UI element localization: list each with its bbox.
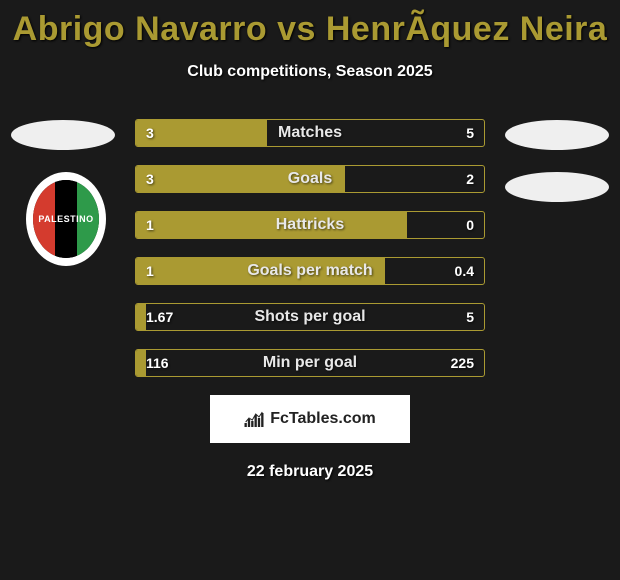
- stat-row-min-per-goal: 116 225Min per goal: [135, 349, 485, 377]
- page-title: Abrigo Navarro vs HenrÃ­quez Neira: [0, 0, 620, 49]
- stat-fill: [136, 166, 345, 192]
- stat-right-value: 2: [466, 171, 474, 187]
- stat-bars: 35Matches32Goals10Hattricks10.4Goals per…: [135, 119, 485, 377]
- stat-fill: [136, 212, 407, 238]
- bar-chart-icon: [244, 411, 264, 427]
- stat-left-value: 3: [146, 171, 154, 187]
- right-avatars: [502, 120, 612, 224]
- branding-text: FcTables.com: [270, 410, 376, 428]
- stat-row-matches: 35Matches: [135, 119, 485, 147]
- stat-fill: [136, 120, 267, 146]
- stat-fill: [136, 304, 146, 330]
- player-avatar-right: [505, 120, 609, 150]
- club-avatar-right: [505, 172, 609, 202]
- stat-left-value: 3: [146, 125, 154, 141]
- stat-fill: [136, 258, 385, 284]
- stat-row-hattricks: 10Hattricks: [135, 211, 485, 239]
- stat-fill: [136, 350, 146, 376]
- player-avatar-left: [11, 120, 115, 150]
- stat-left-value: 1.67: [146, 309, 173, 325]
- stat-left-value: 1: [146, 217, 154, 233]
- stat-right-value: 5: [466, 125, 474, 141]
- stat-label: Shots per goal: [136, 308, 484, 326]
- stat-right-value: 225: [451, 355, 474, 371]
- stat-right-value: 5: [466, 309, 474, 325]
- stat-right-value: 0: [466, 217, 474, 233]
- branding-box: FcTables.com: [210, 395, 410, 443]
- left-avatars: PALESTINO: [8, 120, 118, 266]
- subtitle: Club competitions, Season 2025: [0, 63, 620, 81]
- stat-right-value: 0.4: [455, 263, 474, 279]
- stat-row-shots-per-goal: 1.67 5Shots per goal: [135, 303, 485, 331]
- footer-date: 22 february 2025: [0, 463, 620, 481]
- stat-row-goals: 32Goals: [135, 165, 485, 193]
- stat-left-value: 116: [146, 355, 169, 371]
- club-label: PALESTINO: [38, 214, 93, 224]
- stat-left-value: 1: [146, 263, 154, 279]
- club-badge-left: PALESTINO: [26, 172, 106, 266]
- stat-row-goals-per-match: 10.4Goals per match: [135, 257, 485, 285]
- stat-label: Min per goal: [136, 354, 484, 372]
